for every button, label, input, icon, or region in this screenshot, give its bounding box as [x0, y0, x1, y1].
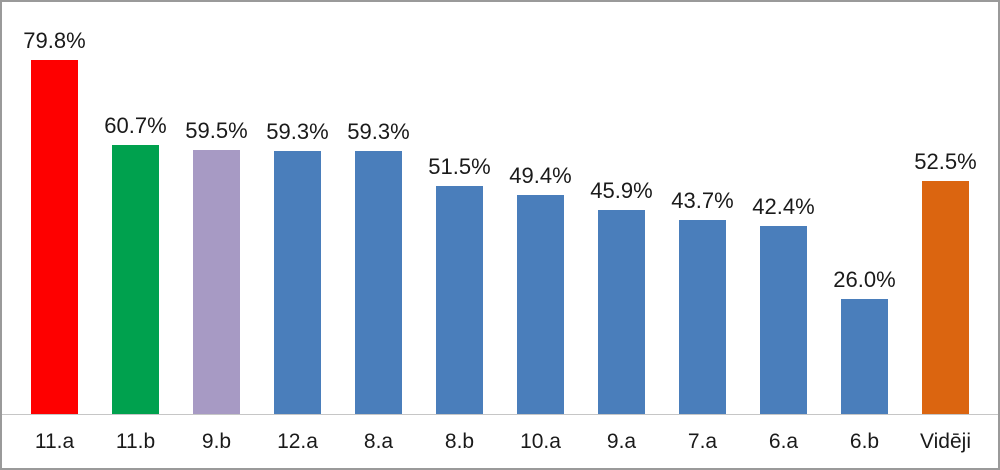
bar-column: 26.0% [824, 269, 905, 414]
bar-column: 79.8% [14, 30, 95, 414]
x-axis-label: 12.a [277, 429, 318, 453]
bar [274, 151, 321, 414]
bar [517, 195, 564, 414]
bar-value-label: 43.7% [671, 188, 734, 213]
x-axis-label: 8.b [444, 429, 475, 453]
bar [193, 150, 240, 414]
bar-column: 49.4% [500, 165, 581, 414]
bar-value-label: 52.5% [914, 149, 977, 174]
bar-column: 45.9% [581, 180, 662, 414]
x-axis-label: 6.b [849, 429, 880, 453]
bar-column: 59.3% [338, 121, 419, 414]
x-axis: 11.a 11.b 9.b 12.a 8.a 8.b 10.a 9.a 7.a 6.a 6.b Vid… [2, 415, 998, 468]
x-axis-label: 11.b [115, 429, 156, 453]
x-axis-label: 11.a [34, 429, 75, 453]
bar [598, 210, 645, 414]
bar-column: 52.5% [905, 151, 986, 414]
x-axis-label: 9.a [606, 429, 637, 453]
bar [679, 220, 726, 414]
bar-value-label: 60.7% [104, 113, 167, 138]
x-axis-label: 6.a [768, 429, 799, 453]
bar-value-label: 59.3% [347, 119, 410, 144]
x-axis-label: 10.a [520, 429, 561, 453]
bar [112, 145, 159, 414]
bar-column: 59.3% [257, 121, 338, 414]
bar-value-label: 51.5% [428, 154, 491, 179]
bar-column: 59.5% [176, 120, 257, 414]
bar [355, 151, 402, 414]
bar-value-label: 49.4% [509, 163, 572, 188]
bar [31, 60, 78, 414]
plot-area: 79.8% 60.7% 59.5% 59.3% 59.3% 51.5% 49.4% 45.9%… [2, 2, 998, 415]
bar [436, 186, 483, 414]
bar [841, 299, 888, 414]
x-axis-label: Vidēji [920, 429, 971, 453]
bar-column: 43.7% [662, 190, 743, 414]
bar [760, 226, 807, 414]
bar-column: 42.4% [743, 196, 824, 414]
bar [922, 181, 969, 414]
bar-value-label: 59.5% [185, 118, 248, 143]
x-axis-label: 8.a [363, 429, 394, 453]
bar-value-label: 45.9% [590, 178, 653, 203]
bar-value-label: 26.0% [833, 267, 896, 292]
bar-column: 60.7% [95, 115, 176, 414]
bar-value-label: 59.3% [266, 119, 329, 144]
bar-value-label: 79.8% [23, 28, 86, 53]
bar-column: 51.5% [419, 156, 500, 414]
x-axis-label: 9.b [201, 429, 232, 453]
bar-value-label: 42.4% [752, 194, 815, 219]
x-axis-label: 7.a [687, 429, 718, 453]
